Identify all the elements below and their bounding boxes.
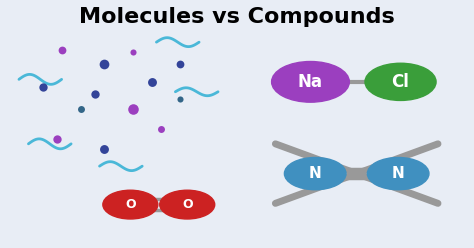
Circle shape: [103, 190, 158, 219]
Text: O: O: [182, 198, 192, 211]
Text: Molecules vs Compounds: Molecules vs Compounds: [79, 7, 395, 28]
Point: [100, 147, 108, 151]
Circle shape: [367, 157, 429, 190]
Text: Cl: Cl: [392, 73, 410, 91]
Point: [148, 80, 155, 84]
Point: [176, 97, 184, 101]
Point: [77, 107, 84, 111]
Text: Na: Na: [298, 73, 323, 91]
Circle shape: [160, 190, 215, 219]
Point: [53, 137, 61, 141]
Point: [129, 107, 137, 111]
Circle shape: [284, 157, 346, 190]
Point: [100, 62, 108, 66]
Point: [58, 48, 65, 52]
Text: N: N: [309, 166, 321, 181]
Point: [157, 127, 165, 131]
Circle shape: [272, 62, 349, 102]
Circle shape: [365, 63, 436, 100]
Point: [176, 62, 184, 66]
Text: O: O: [125, 198, 136, 211]
Point: [129, 50, 137, 54]
Text: N: N: [392, 166, 404, 181]
Point: [91, 92, 99, 96]
Point: [39, 85, 46, 89]
